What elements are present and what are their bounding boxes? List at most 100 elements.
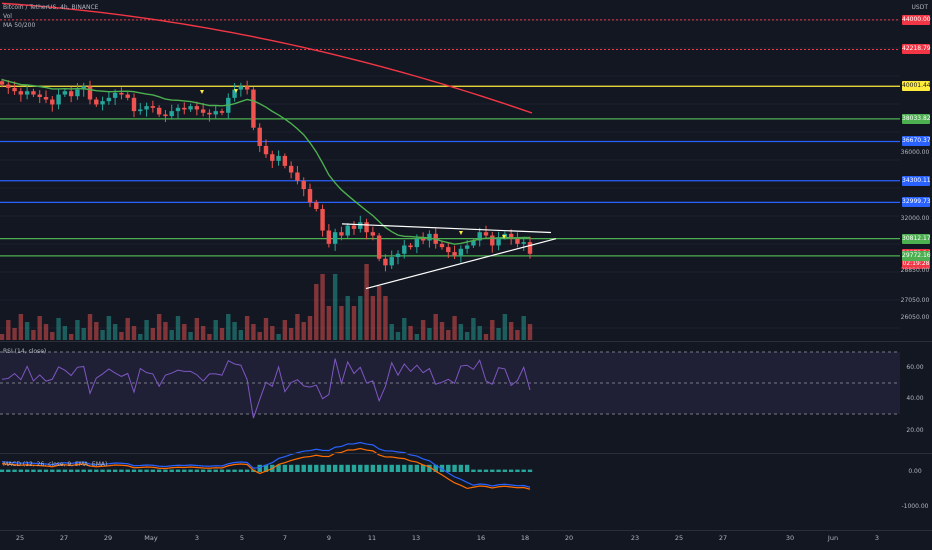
price-level-label[interactable]: 38033.82 [902,113,931,124]
macd-line [1,441,531,488]
pane-separator[interactable] [0,341,932,342]
price-level-label[interactable]: 34300.11 [902,175,931,186]
macd-histogram-bar [182,469,187,472]
volume-bar [200,326,206,340]
price-level-label[interactable]: 29772.16 [902,250,931,261]
time-axis-label: 18 [520,534,530,542]
macd-histogram-bar [43,469,49,472]
volume-bar [219,328,225,340]
candle-body [320,208,325,231]
volume-bar [458,324,464,340]
candle-body [24,91,30,95]
macd-histogram-bar [332,464,338,472]
price-tick-label: 28850.00 [900,267,930,275]
macd-histogram-bar [408,464,413,472]
volume-bar [364,264,369,340]
macd-histogram-bar [358,464,363,472]
macd-histogram-bar [12,469,17,472]
volume-bar [12,328,17,340]
macd-histogram-bar [383,464,388,472]
price-tick-label: 36000.00 [900,148,930,156]
volume-bar [414,334,420,340]
volume-bar [464,332,470,340]
macd-histogram-bar [326,464,332,472]
candle-body [125,94,130,98]
macd-histogram-bar [6,469,11,472]
candle-body [471,240,476,246]
macd-histogram-bar [37,469,42,472]
price-level-label[interactable]: 44000.00 [902,14,931,25]
macd-histogram-bar [138,469,143,472]
macd-histogram-bar [276,464,281,472]
time-axis-label: 27 [59,534,69,542]
ma-legend[interactable]: MA 50/200 [3,22,36,29]
macd-histogram-bar [207,469,212,472]
macd-histogram-bar [18,469,24,472]
rsi-line [1,358,531,419]
candle-body [389,257,394,266]
macd-histogram-bar [307,464,313,472]
time-axis-label: 3 [194,534,200,542]
pane-separator[interactable] [0,453,932,454]
price-level-label[interactable]: 42218.79 [902,44,931,55]
macd-histogram-bar [100,469,105,472]
volume-bar [295,314,300,340]
macd-histogram-bar [515,469,520,472]
candle-body [175,107,181,112]
macd-histogram-bar [94,469,99,472]
macd-histogram-bar [502,469,508,472]
macd-histogram-bar [464,464,470,472]
candle-body [182,107,187,110]
candle-body [81,86,86,90]
rsi-tick-label: 40.00 [906,395,924,402]
macd-histogram-bar [56,469,61,472]
ma50-line [1,78,531,245]
volume-bar [395,332,401,340]
trendline-upper [341,223,552,234]
volume-bar [345,296,350,340]
volume-bar [238,330,244,340]
price-level-label[interactable]: 32999.73 [902,197,931,208]
macd-histogram-bar [219,469,225,472]
macd-histogram-bar [257,464,262,472]
price-level-label[interactable]: 30812.17 [902,233,931,244]
macd-legend[interactable]: MACD (12, 26, close, 9, EMA, EMA) [3,461,108,468]
macd-histogram-bar [345,464,350,472]
macd-histogram-bar [370,464,376,472]
macd-histogram-bar [351,464,357,472]
candle-body [169,111,174,117]
macd-histogram-bar [106,469,112,472]
symbol-title[interactable]: Bitcoin / TetherUS, 4h, BINANCE [3,4,99,11]
volume-bar [471,318,476,340]
macd-histogram-bar [420,464,426,472]
volume-bar [439,322,445,340]
price-level-label[interactable]: 36670.37 [902,136,931,147]
volume-bar [37,316,42,340]
volume-legend[interactable]: Vol [3,13,12,20]
macd-histogram-bar [156,469,162,472]
candle-body [50,99,55,105]
candle-body [106,97,112,102]
price-level-label[interactable]: 02:19:28 [902,259,930,270]
volume-bar [263,318,269,340]
volume-bar [75,320,80,340]
volume-bar [62,326,68,340]
macd-histogram-bar [452,464,457,472]
candle-body [439,243,445,248]
candle-body [37,94,42,98]
volume-bar [244,316,250,340]
volume-bar [43,324,49,340]
candle-body [427,233,432,241]
volume-bar [351,306,357,340]
macd-histogram-bar [477,469,482,472]
signal-marker [200,90,204,94]
price-level-label[interactable]: 40001.44 [902,81,931,92]
macd-histogram-bar [364,464,369,472]
macd-histogram-bar [389,464,394,472]
candle-body [207,112,212,115]
rsi-legend[interactable]: RSI (14, close) [3,348,47,355]
macd-histogram-bar [414,464,420,472]
macd-histogram-bar [376,464,382,472]
